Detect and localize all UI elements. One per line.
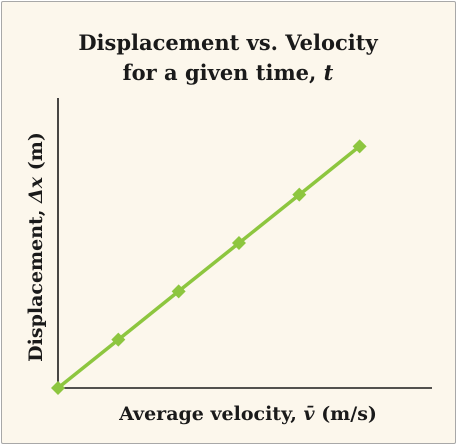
data-point-2 [171, 284, 186, 299]
y-axis-label: Displacement, Δx (m) [25, 132, 47, 362]
x-axis-label-prefix: Average velocity, [118, 403, 303, 425]
chart-title-line2: for a given time, t [123, 60, 334, 85]
x-axis-label: Average velocity, v̄ (m/s) [118, 403, 377, 425]
data-point-1 [111, 332, 126, 347]
chart-title-time-symbol: t [324, 60, 334, 85]
series-points [51, 139, 367, 395]
x-axis-label-unit: (m/s) [315, 403, 377, 425]
x-axis-label-symbol: v̄ [304, 403, 316, 425]
y-axis-label-unit: (m) [25, 132, 47, 177]
chart-title-line2-text: for a given time, [123, 60, 324, 85]
data-point-3 [231, 236, 246, 250]
y-axis-label-symbol: Δx [25, 176, 47, 204]
data-point-5 [352, 139, 367, 154]
data-point-4 [292, 187, 307, 202]
series-line [56, 144, 362, 390]
chart-title-line1: Displacement vs. Velocity [78, 30, 378, 55]
data-point-0 [51, 381, 65, 395]
y-axis-label-prefix: Displacement, [25, 203, 47, 362]
